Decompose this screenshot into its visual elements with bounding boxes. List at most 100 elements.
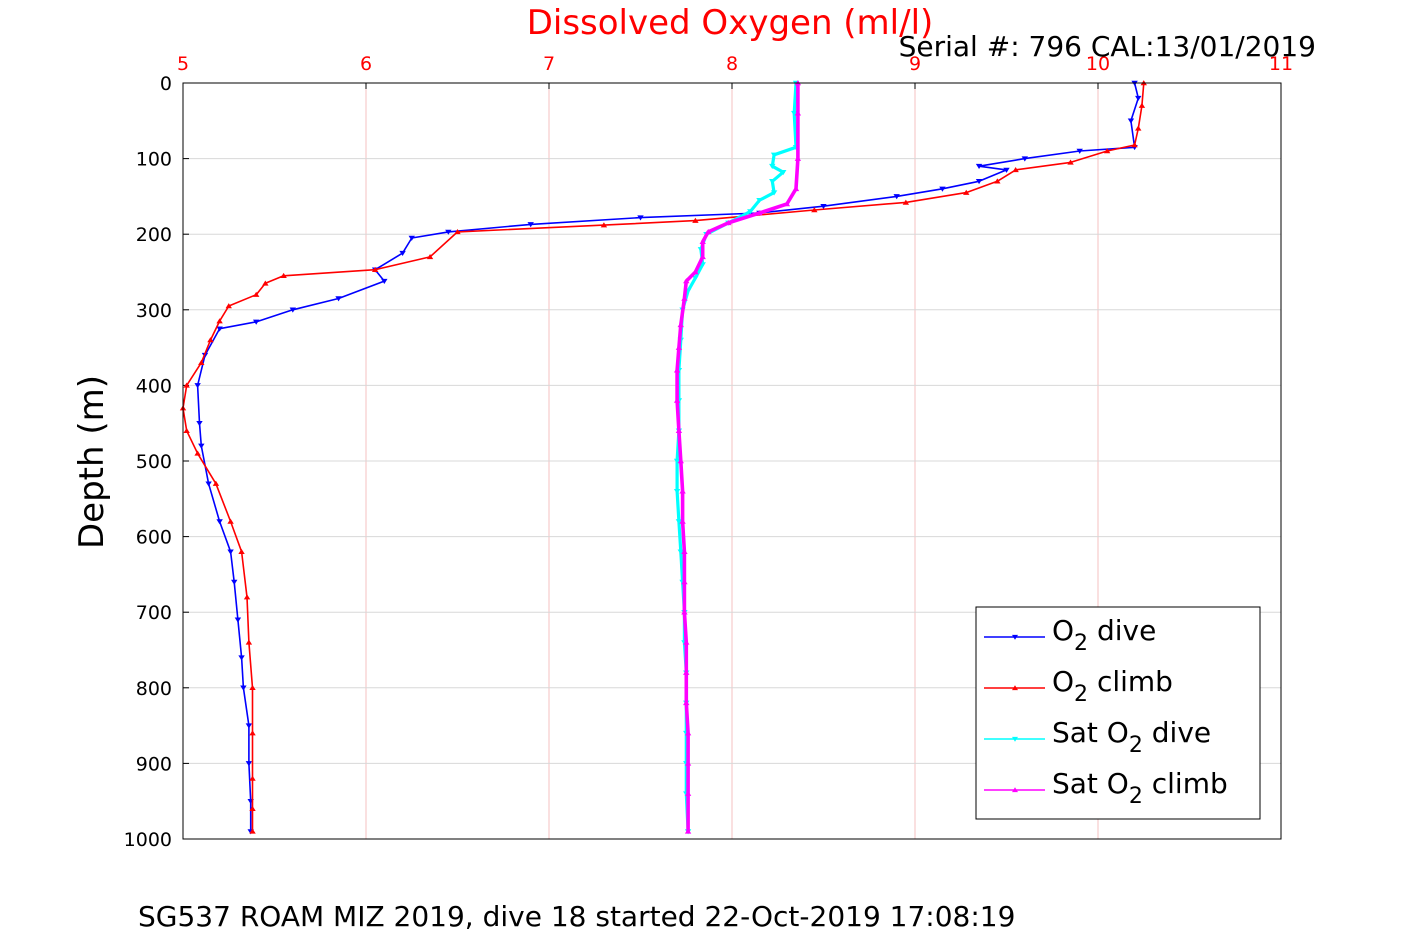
data-point — [675, 519, 683, 525]
data-point — [225, 303, 232, 309]
series-o2-dive — [194, 80, 1142, 835]
legend-label-subscript: 2 — [1074, 631, 1088, 656]
data-point — [769, 179, 776, 185]
y-tick-label: 600 — [136, 527, 172, 549]
data-point — [684, 828, 692, 834]
data-point — [1067, 159, 1074, 165]
plot-frame — [182, 82, 1282, 840]
data-point — [253, 319, 260, 325]
y-tick-labels: 0 100 200 300 400 500 600 700 800 900 1000 — [124, 73, 172, 851]
legend-swatch-marker — [1012, 787, 1018, 793]
x-tick-labels: 5 6 7 8 9 10 11 — [177, 53, 1293, 75]
data-point — [820, 203, 827, 210]
y-axis-label: Depth (m) — [72, 375, 112, 549]
legend-label-rest: climb — [1088, 665, 1173, 698]
chart-title: Dissolved Oxygen (ml/l) — [527, 3, 934, 43]
data-point — [994, 178, 1001, 184]
x-tick-label: 5 — [177, 53, 189, 75]
data-point — [207, 337, 214, 343]
legend-label-rest: dive — [1088, 614, 1156, 647]
data-point — [183, 427, 190, 433]
data-point — [939, 186, 946, 192]
x-tick-label: 9 — [909, 53, 921, 75]
data-point — [212, 480, 220, 486]
data-point — [794, 110, 802, 116]
series-line — [675, 83, 800, 832]
data-point — [231, 579, 238, 585]
data-point — [245, 639, 253, 645]
legend-swatch-marker — [1012, 685, 1018, 691]
legend-label-rest: climb — [1143, 767, 1228, 800]
legend-label-subscript: 2 — [1129, 733, 1143, 758]
legend-label-main: Sat O — [1052, 716, 1129, 749]
data-point — [677, 322, 684, 328]
data-point — [243, 594, 251, 600]
data-point — [683, 700, 690, 706]
data-point — [234, 617, 242, 623]
data-point — [249, 684, 256, 691]
data-point — [216, 318, 223, 324]
serial-text: Serial #: 796 CAL:13/01/2019 — [899, 30, 1316, 63]
data-point — [249, 828, 256, 834]
x-tick-label: 11 — [1269, 53, 1293, 75]
data-point — [245, 723, 253, 729]
data-point — [1003, 167, 1010, 173]
data-point — [1135, 95, 1142, 101]
data-point — [684, 730, 692, 736]
data-point — [527, 222, 534, 228]
data-point — [769, 163, 776, 170]
data-point — [196, 420, 203, 427]
y-tick-label: 500 — [136, 451, 172, 473]
data-point — [747, 209, 754, 215]
data-point — [426, 254, 434, 260]
data-point — [1135, 125, 1142, 131]
y-tick-label: 200 — [136, 224, 172, 246]
data-point — [699, 238, 706, 244]
data-point — [238, 548, 245, 554]
legend-swatch-marker — [1012, 634, 1018, 640]
data-point — [1076, 148, 1083, 154]
y-tick-label: 1000 — [124, 829, 172, 851]
y-tick-label: 100 — [136, 149, 172, 171]
data-point — [1138, 102, 1146, 108]
legend-swatch-marker — [1012, 736, 1018, 742]
data-point — [183, 382, 190, 388]
data-point — [253, 291, 260, 297]
data-point — [216, 519, 223, 525]
data-point — [679, 518, 686, 524]
data-point — [198, 443, 205, 449]
data-point — [249, 775, 256, 781]
data-point — [675, 427, 683, 433]
data-point — [756, 210, 763, 216]
legend-item: O2 climb — [984, 665, 1173, 707]
data-point — [1131, 142, 1138, 148]
data-point — [681, 609, 688, 615]
data-point — [194, 383, 201, 389]
data-point — [725, 219, 732, 226]
data-point — [683, 639, 690, 645]
data-point — [677, 458, 684, 464]
data-point — [454, 229, 461, 235]
legend-label: Sat O2 climb — [1052, 767, 1228, 809]
footer-text: SG537 ROAM MIZ 2019, dive 18 started 22-… — [138, 900, 1015, 933]
data-point — [975, 163, 983, 170]
data-point — [1012, 167, 1019, 173]
legend-label-subscript: 2 — [1074, 682, 1088, 707]
data-point — [679, 488, 686, 494]
data-point — [683, 278, 690, 284]
data-point — [1021, 156, 1028, 162]
data-point — [335, 296, 342, 302]
data-point — [684, 760, 692, 766]
data-point — [673, 367, 681, 373]
data-point — [975, 179, 983, 185]
data-point — [783, 201, 791, 207]
data-point — [249, 730, 256, 736]
data-point — [262, 280, 269, 286]
y-tick-label: 700 — [136, 602, 172, 624]
data-point — [811, 207, 818, 213]
data-point — [684, 790, 692, 796]
data-point — [673, 458, 681, 464]
data-point — [692, 275, 699, 281]
